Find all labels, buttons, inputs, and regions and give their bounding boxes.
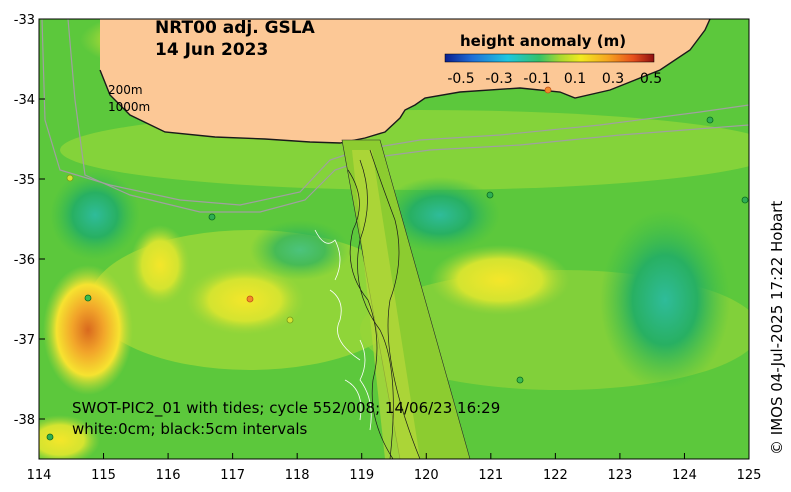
isobath-1000m-line: [67, 19, 749, 213]
swath-contours: [347, 149, 421, 459]
y-tick-label: -37: [14, 333, 35, 348]
colorbar-tick-label: 0.5: [640, 71, 662, 87]
x-tick-label: 125: [737, 468, 762, 483]
caption-line1: SWOT-PIC2_01 with tides; cycle 552/008; …: [72, 399, 500, 418]
cool-eddy-east: [600, 210, 730, 390]
x-tick-label: 118: [285, 468, 310, 483]
x-tick-label: 119: [349, 468, 374, 483]
x-tick-label: 120: [414, 468, 439, 483]
marker: [84, 294, 92, 302]
plot-area: [39, 19, 749, 459]
marker: [66, 174, 74, 182]
marker: [486, 191, 494, 199]
colorbar-gradient: [444, 53, 655, 63]
marker: [741, 196, 749, 204]
marker: [286, 316, 294, 324]
colorbar-tick-label: 0.3: [602, 71, 624, 87]
x-tick-label: 121: [478, 468, 503, 483]
positive-anomaly-5: [39, 415, 100, 459]
colorbar: height anomaly (m) -0.5 -0.3 -0.1 0.1 0.3 0.5: [444, 32, 662, 87]
y-axis: -33 -34 -35 -36 -37 -38: [14, 13, 45, 428]
x-tick-label: 123: [607, 468, 632, 483]
y-tick-label: -36: [14, 253, 35, 268]
marker: [208, 213, 216, 221]
credit-text: © IMOS 04-Jul-2025 17:22 Hobart: [768, 201, 786, 455]
colorbar-labels: -0.5 -0.3 -0.1 0.1 0.3 0.5: [447, 71, 662, 87]
colorbar-tick-label: 0.1: [564, 71, 586, 87]
positive-anomaly-1: [185, 265, 305, 335]
marker: [706, 116, 714, 124]
marker: [544, 86, 552, 94]
isobath-200m-label: 200m: [108, 83, 143, 97]
x-tick-label: 114: [27, 468, 52, 483]
colorbar-tick-label: -0.1: [523, 71, 550, 87]
cool-eddy-mid: [250, 220, 350, 280]
x-tick-label: 124: [672, 468, 697, 483]
cool-eddy-west: [50, 170, 140, 260]
map-title-line2: 14 Jun 2023: [155, 40, 268, 60]
coastline: [99, 19, 711, 144]
swath-zero-contours: [314, 229, 372, 431]
marker: [46, 433, 54, 441]
y-tick-label: -38: [14, 413, 35, 428]
x-tick-label: 116: [156, 468, 181, 483]
isobath-200m-line: [41, 19, 749, 206]
swot-swath-inner: [352, 150, 420, 459]
plot-frame: [38, 18, 750, 460]
colorbar-title: height anomaly (m): [460, 32, 626, 50]
positive-anomaly-3: [130, 225, 190, 305]
isobath-1000m-label: 1000m: [108, 100, 150, 114]
x-tick-label: 115: [91, 468, 116, 483]
cool-eddy-central: [380, 177, 500, 253]
caption-line2: white:0cm; black:5cm intervals: [72, 420, 308, 438]
marker: [246, 295, 254, 303]
scatter-markers: [46, 86, 749, 441]
land-mass: [100, 19, 710, 143]
map-title-line1: NRT00 adj. GSLA: [155, 18, 316, 38]
colorbar-tick-label: -0.3: [485, 71, 512, 87]
warm-eddy: [43, 265, 133, 395]
x-axis: 114 115 116 117 118 119 120 121 122 123 124 125: [27, 453, 762, 483]
y-tick-label: -34: [14, 93, 35, 108]
positive-anomaly-2: [430, 245, 570, 315]
colorbar-tick-label: -0.5: [447, 71, 474, 87]
x-tick-label: 117: [220, 468, 245, 483]
y-tick-label: -33: [14, 13, 35, 28]
y-tick-label: -35: [14, 173, 35, 188]
marker: [516, 376, 524, 384]
x-tick-label: 122: [543, 468, 568, 483]
